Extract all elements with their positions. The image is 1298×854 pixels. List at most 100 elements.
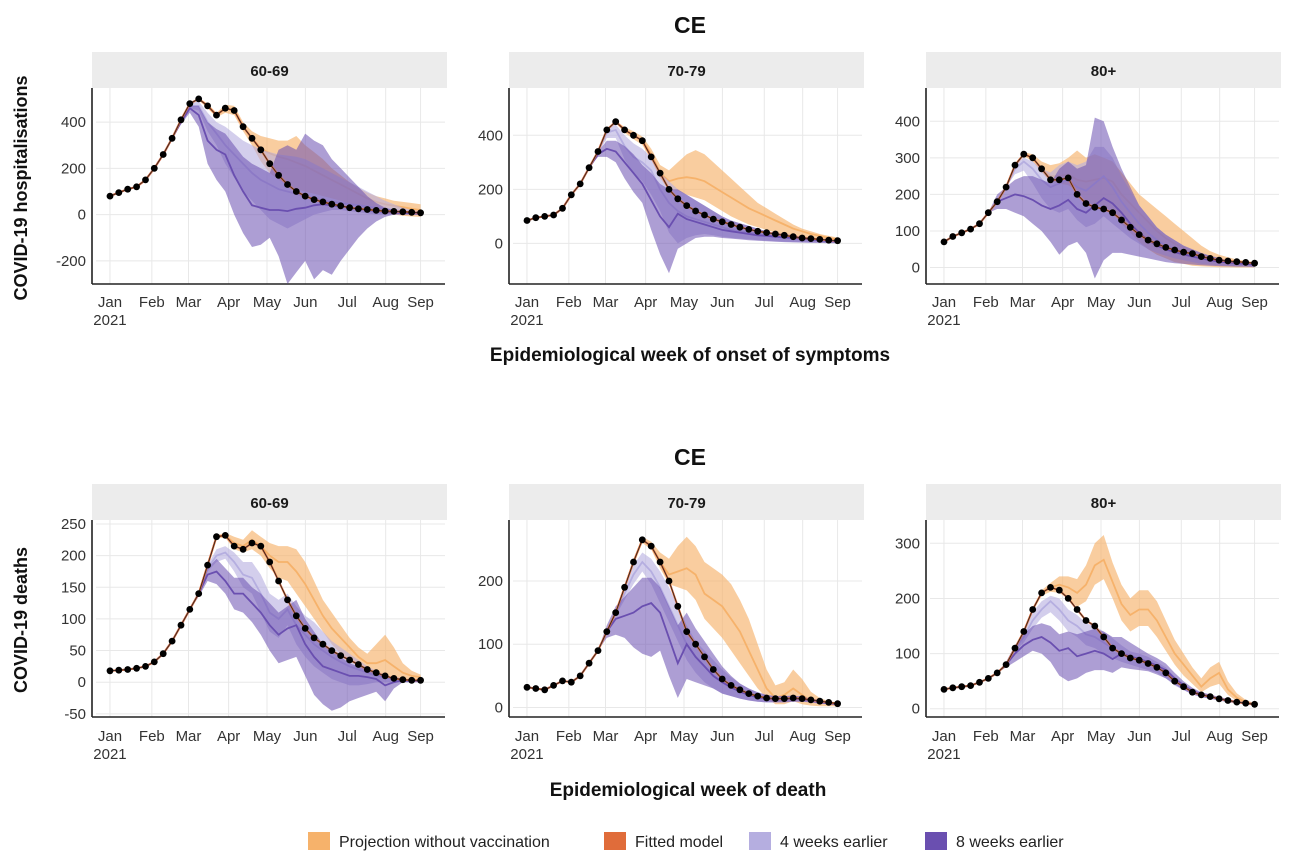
observed-point bbox=[284, 181, 291, 188]
observed-point bbox=[124, 666, 132, 673]
observed-point bbox=[621, 126, 628, 134]
x-tick-label: Sep bbox=[407, 728, 434, 745]
x-tick-label: Feb bbox=[556, 728, 582, 745]
strip-label: 60-69 bbox=[250, 63, 288, 80]
observed-point bbox=[292, 188, 300, 195]
observed-point bbox=[612, 609, 620, 616]
x-tick-label: Mar bbox=[593, 294, 619, 311]
x-tick-label: Aug bbox=[789, 294, 816, 311]
observed-point bbox=[168, 637, 176, 645]
x-tick-label: Aug bbox=[1206, 294, 1233, 311]
observed-point bbox=[1162, 669, 1170, 677]
x-tick-label: Jun bbox=[710, 728, 734, 745]
observed-point bbox=[647, 542, 655, 550]
observed-point bbox=[727, 221, 735, 228]
y-tick-label: 400 bbox=[895, 113, 920, 130]
observed-point bbox=[1171, 246, 1179, 254]
observed-point bbox=[1251, 259, 1258, 267]
observed-point bbox=[736, 686, 744, 694]
observed-point bbox=[1038, 165, 1045, 173]
y-tick-label: 0 bbox=[495, 700, 503, 717]
x-tick-label: Sep bbox=[824, 294, 851, 311]
weeks8-band bbox=[110, 105, 421, 285]
x-tick-label: May bbox=[670, 294, 699, 311]
observed-point bbox=[381, 207, 389, 215]
observed-point bbox=[1189, 250, 1196, 257]
observed-point bbox=[328, 200, 336, 208]
x-tick-label: Apr bbox=[1051, 294, 1074, 311]
group-title-hospitalisations: CE bbox=[674, 12, 706, 38]
x-tick-label: Jul bbox=[755, 728, 774, 745]
observed-point bbox=[958, 683, 966, 691]
observed-point bbox=[789, 233, 797, 241]
observed-point bbox=[1215, 256, 1223, 264]
observed-point bbox=[718, 675, 726, 683]
observed-point bbox=[106, 192, 114, 200]
observed-point bbox=[266, 160, 274, 168]
observed-point bbox=[780, 695, 788, 702]
y-axis-label-deaths: COVID-19 deaths bbox=[11, 547, 31, 693]
observed-point bbox=[275, 577, 282, 585]
observed-point bbox=[195, 590, 203, 597]
observed-point bbox=[1011, 644, 1019, 652]
observed-point bbox=[1144, 660, 1152, 667]
observed-point bbox=[284, 596, 291, 604]
observed-point bbox=[213, 111, 220, 119]
observed-point bbox=[1011, 161, 1019, 169]
strip-label: 60-69 bbox=[250, 495, 288, 512]
strip-label: 80+ bbox=[1091, 495, 1117, 512]
x-axis-label-deaths: Epidemiological week of death bbox=[550, 780, 827, 801]
observed-point bbox=[1047, 176, 1054, 184]
observed-point bbox=[381, 672, 389, 680]
observed-point bbox=[1109, 644, 1116, 652]
observed-point bbox=[1055, 586, 1063, 594]
observed-point bbox=[1206, 255, 1214, 262]
x-tick-label: Sep bbox=[824, 728, 851, 745]
observed-point bbox=[789, 694, 797, 702]
observed-point bbox=[1082, 617, 1090, 624]
observed-point bbox=[355, 205, 362, 213]
observed-point bbox=[825, 236, 833, 244]
observed-point bbox=[984, 209, 992, 217]
observed-point bbox=[204, 561, 212, 569]
x-tick-label: May bbox=[1087, 294, 1116, 311]
observed-point bbox=[390, 208, 398, 215]
observed-point bbox=[1091, 622, 1099, 630]
x-tick-label-year: 2021 bbox=[510, 746, 543, 763]
observed-point bbox=[621, 583, 628, 591]
x-tick-label: Aug bbox=[372, 728, 399, 745]
x-tick-label: Jan bbox=[98, 728, 122, 745]
legend-label-weeks4: 4 weeks earlier bbox=[780, 834, 888, 851]
observed-point bbox=[674, 602, 682, 610]
observed-point bbox=[408, 676, 416, 684]
observed-point bbox=[266, 558, 274, 566]
observed-point bbox=[967, 225, 974, 233]
x-tick-label: Jun bbox=[710, 294, 734, 311]
observed-point bbox=[772, 695, 779, 702]
x-tick-label: May bbox=[670, 728, 699, 745]
strip bbox=[926, 52, 1281, 88]
y-tick-label: 300 bbox=[895, 535, 920, 552]
observed-point bbox=[559, 677, 566, 685]
legend-swatch-weeks4 bbox=[749, 832, 771, 850]
observed-point bbox=[1118, 650, 1125, 657]
observed-point bbox=[1224, 697, 1232, 704]
observed-point bbox=[718, 218, 726, 226]
observed-point bbox=[248, 134, 256, 142]
observed-point bbox=[585, 164, 593, 172]
observed-point bbox=[630, 558, 637, 566]
strip bbox=[509, 484, 864, 520]
observed-point bbox=[754, 692, 762, 700]
weeks8-band bbox=[527, 577, 838, 705]
observed-point bbox=[1064, 595, 1072, 602]
observed-point bbox=[346, 204, 353, 212]
x-tick-label-year: 2021 bbox=[510, 312, 543, 329]
observed-point bbox=[239, 123, 247, 131]
observed-point bbox=[1055, 176, 1063, 184]
observed-point bbox=[1189, 688, 1196, 696]
x-tick-label: Jul bbox=[1172, 294, 1191, 311]
strip bbox=[92, 52, 447, 88]
